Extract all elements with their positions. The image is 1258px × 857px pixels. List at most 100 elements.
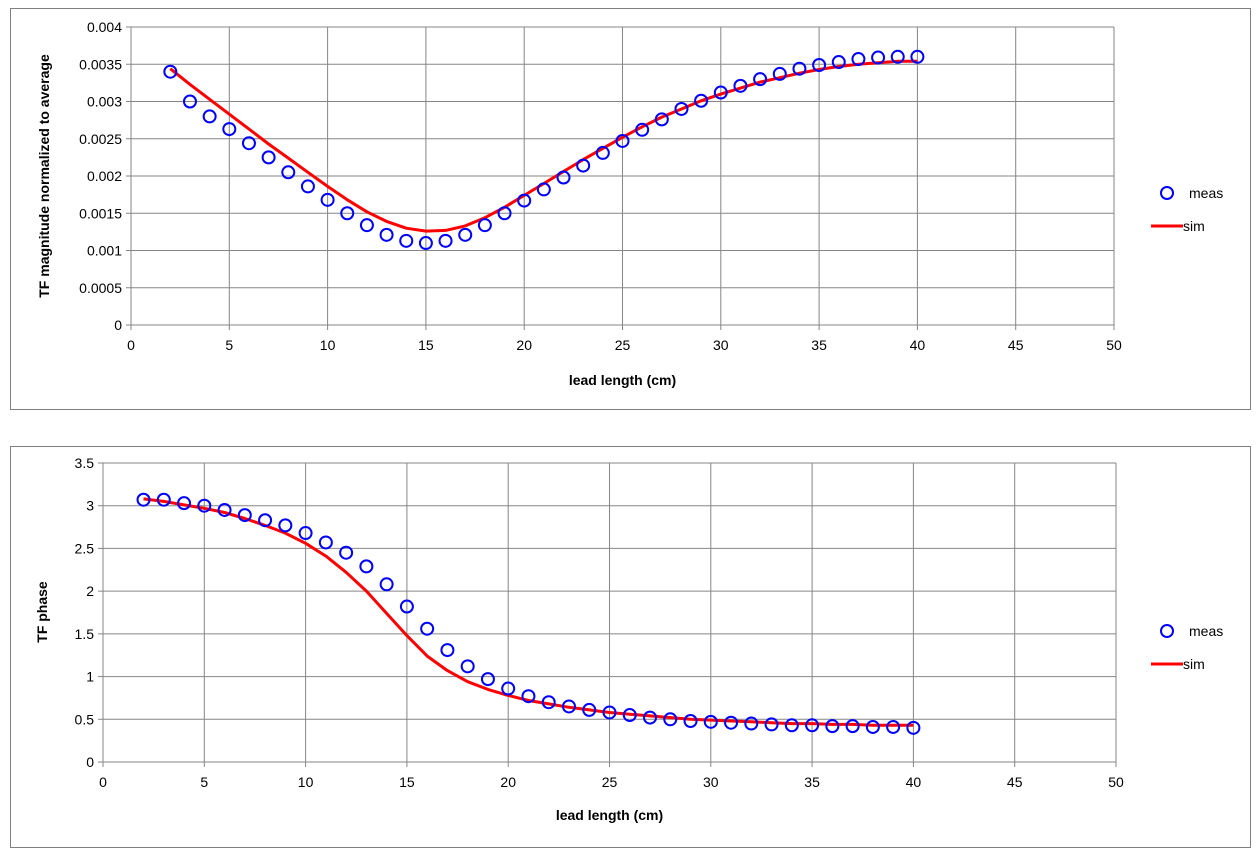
meas-data-point (703, 714, 718, 729)
legend: meas sim (1151, 623, 1223, 672)
x-tick-label: 45 (1008, 337, 1024, 353)
x-tick-label: 25 (602, 774, 618, 790)
meas-data-point (340, 206, 355, 221)
meas-data-point (258, 513, 273, 528)
meas-data-point (379, 227, 394, 242)
y-tick-label: 0.004 (87, 19, 122, 35)
gridlines (130, 26, 1115, 326)
meas-data-point (825, 719, 840, 734)
x-tick-label: 10 (320, 337, 336, 353)
meas-data-point (805, 718, 820, 733)
y-tick-label: 0.5 (75, 711, 95, 727)
magnitude-chart: 0 5 10 15 20 25 30 35 40 45 50 0 0.0005 0.001 0.0015 0.… (10, 8, 1251, 410)
x-tick-label: 35 (811, 337, 827, 353)
phase-chart: 0 5 10 15 20 25 30 35 40 45 50 0 0.5 1 1.5 2 2.5 3 3.5 lead… (10, 446, 1251, 848)
meas-data-point (217, 502, 232, 517)
meas-data-point (501, 681, 516, 696)
x-tick-label: 40 (906, 774, 922, 790)
meas-data-point (359, 218, 374, 233)
meas-data-point (300, 179, 315, 194)
x-tick-label: 15 (418, 337, 434, 353)
legend-meas-label: meas (1189, 185, 1223, 201)
x-tick-label: 50 (1108, 774, 1124, 790)
meas-data-point (497, 206, 512, 221)
meas-series-markers (136, 492, 921, 735)
y-tick-label: 1.5 (75, 626, 95, 642)
meas-data-point (278, 518, 293, 533)
meas-data-point (261, 150, 276, 165)
legend-meas-label: meas (1189, 623, 1223, 639)
gridlines (102, 462, 1117, 763)
meas-data-point (480, 672, 495, 687)
y-tick-label: 0.002 (87, 168, 122, 184)
x-tick-label: 35 (804, 774, 820, 790)
meas-data-point (197, 498, 212, 513)
meas-data-point (683, 713, 698, 728)
meas-data-point (440, 643, 455, 658)
phase-chart-svg: 0 5 10 15 20 25 30 35 40 45 50 0 0.5 1 1.5 2 2.5 3 3.5 lead… (34, 455, 1223, 823)
meas-data-point (622, 708, 637, 723)
meas-data-point (536, 182, 551, 197)
meas-data-point (420, 621, 435, 636)
meas-data-point (339, 545, 354, 560)
meas-data-point (399, 233, 414, 248)
y-tick-label: 0.001 (87, 243, 122, 259)
legend-meas-marker (1160, 186, 1174, 200)
legend-sim-label: sim (1183, 656, 1205, 672)
meas-data-point (359, 559, 374, 574)
y-tick-label: 3 (86, 498, 94, 514)
meas-data-point (654, 112, 669, 127)
meas-data-point (281, 165, 296, 180)
meas-data-point (318, 535, 333, 550)
legend: meas sim (1151, 185, 1223, 234)
x-tick-label: 45 (1007, 774, 1023, 790)
y-tick-label: 0 (114, 317, 122, 333)
meas-data-point (865, 719, 880, 734)
x-tick-label: 0 (99, 774, 107, 790)
meas-data-point (602, 705, 617, 720)
meas-data-point (298, 526, 313, 541)
meas-data-point (576, 158, 591, 173)
magnitude-chart-svg: 0 5 10 15 20 25 30 35 40 45 50 0 0.0005 0.001 0.0015 0.… (36, 19, 1223, 388)
meas-data-point (890, 49, 905, 64)
meas-data-point (764, 717, 779, 732)
meas-data-point (541, 695, 556, 710)
meas-data-point (136, 492, 151, 507)
meas-data-point (582, 702, 597, 717)
meas-data-point (222, 122, 237, 137)
meas-data-point (635, 122, 650, 137)
meas-data-point (615, 133, 630, 148)
legend-meas-marker (1160, 624, 1174, 638)
meas-data-point (851, 52, 866, 67)
x-axis-title: lead length (cm) (569, 372, 676, 388)
meas-data-point (674, 101, 689, 116)
x-axis-title: lead length (cm) (556, 807, 663, 823)
meas-data-point (458, 227, 473, 242)
meas-data-point (733, 78, 748, 93)
meas-data-point (182, 94, 197, 109)
y-tick-label: 3.5 (75, 455, 95, 471)
x-tick-label: 5 (200, 774, 208, 790)
meas-data-point (379, 577, 394, 592)
y-tick-label: 2.5 (75, 540, 95, 556)
y-tick-label: 2 (86, 583, 94, 599)
y-tick-label: 0.003 (87, 94, 122, 110)
y-tick-label: 0.0035 (79, 56, 122, 72)
y-axis-title: TF phase (34, 581, 50, 643)
x-tick-label: 0 (127, 337, 135, 353)
meas-data-point (237, 508, 252, 523)
x-tick-label: 5 (225, 337, 233, 353)
meas-data-point (812, 57, 827, 72)
sim-series-line (143, 497, 914, 727)
meas-data-point (438, 233, 453, 248)
meas-data-point (418, 236, 433, 251)
meas-data-point (744, 716, 759, 731)
meas-data-point (156, 492, 171, 507)
meas-data-point (241, 136, 256, 151)
meas-data-point (643, 710, 658, 725)
meas-data-point (713, 85, 728, 100)
meas-data-point (517, 193, 532, 208)
y-tick-label: 0 (86, 754, 94, 770)
meas-series-markers (163, 49, 925, 251)
y-tick-label: 0.0025 (79, 131, 122, 147)
